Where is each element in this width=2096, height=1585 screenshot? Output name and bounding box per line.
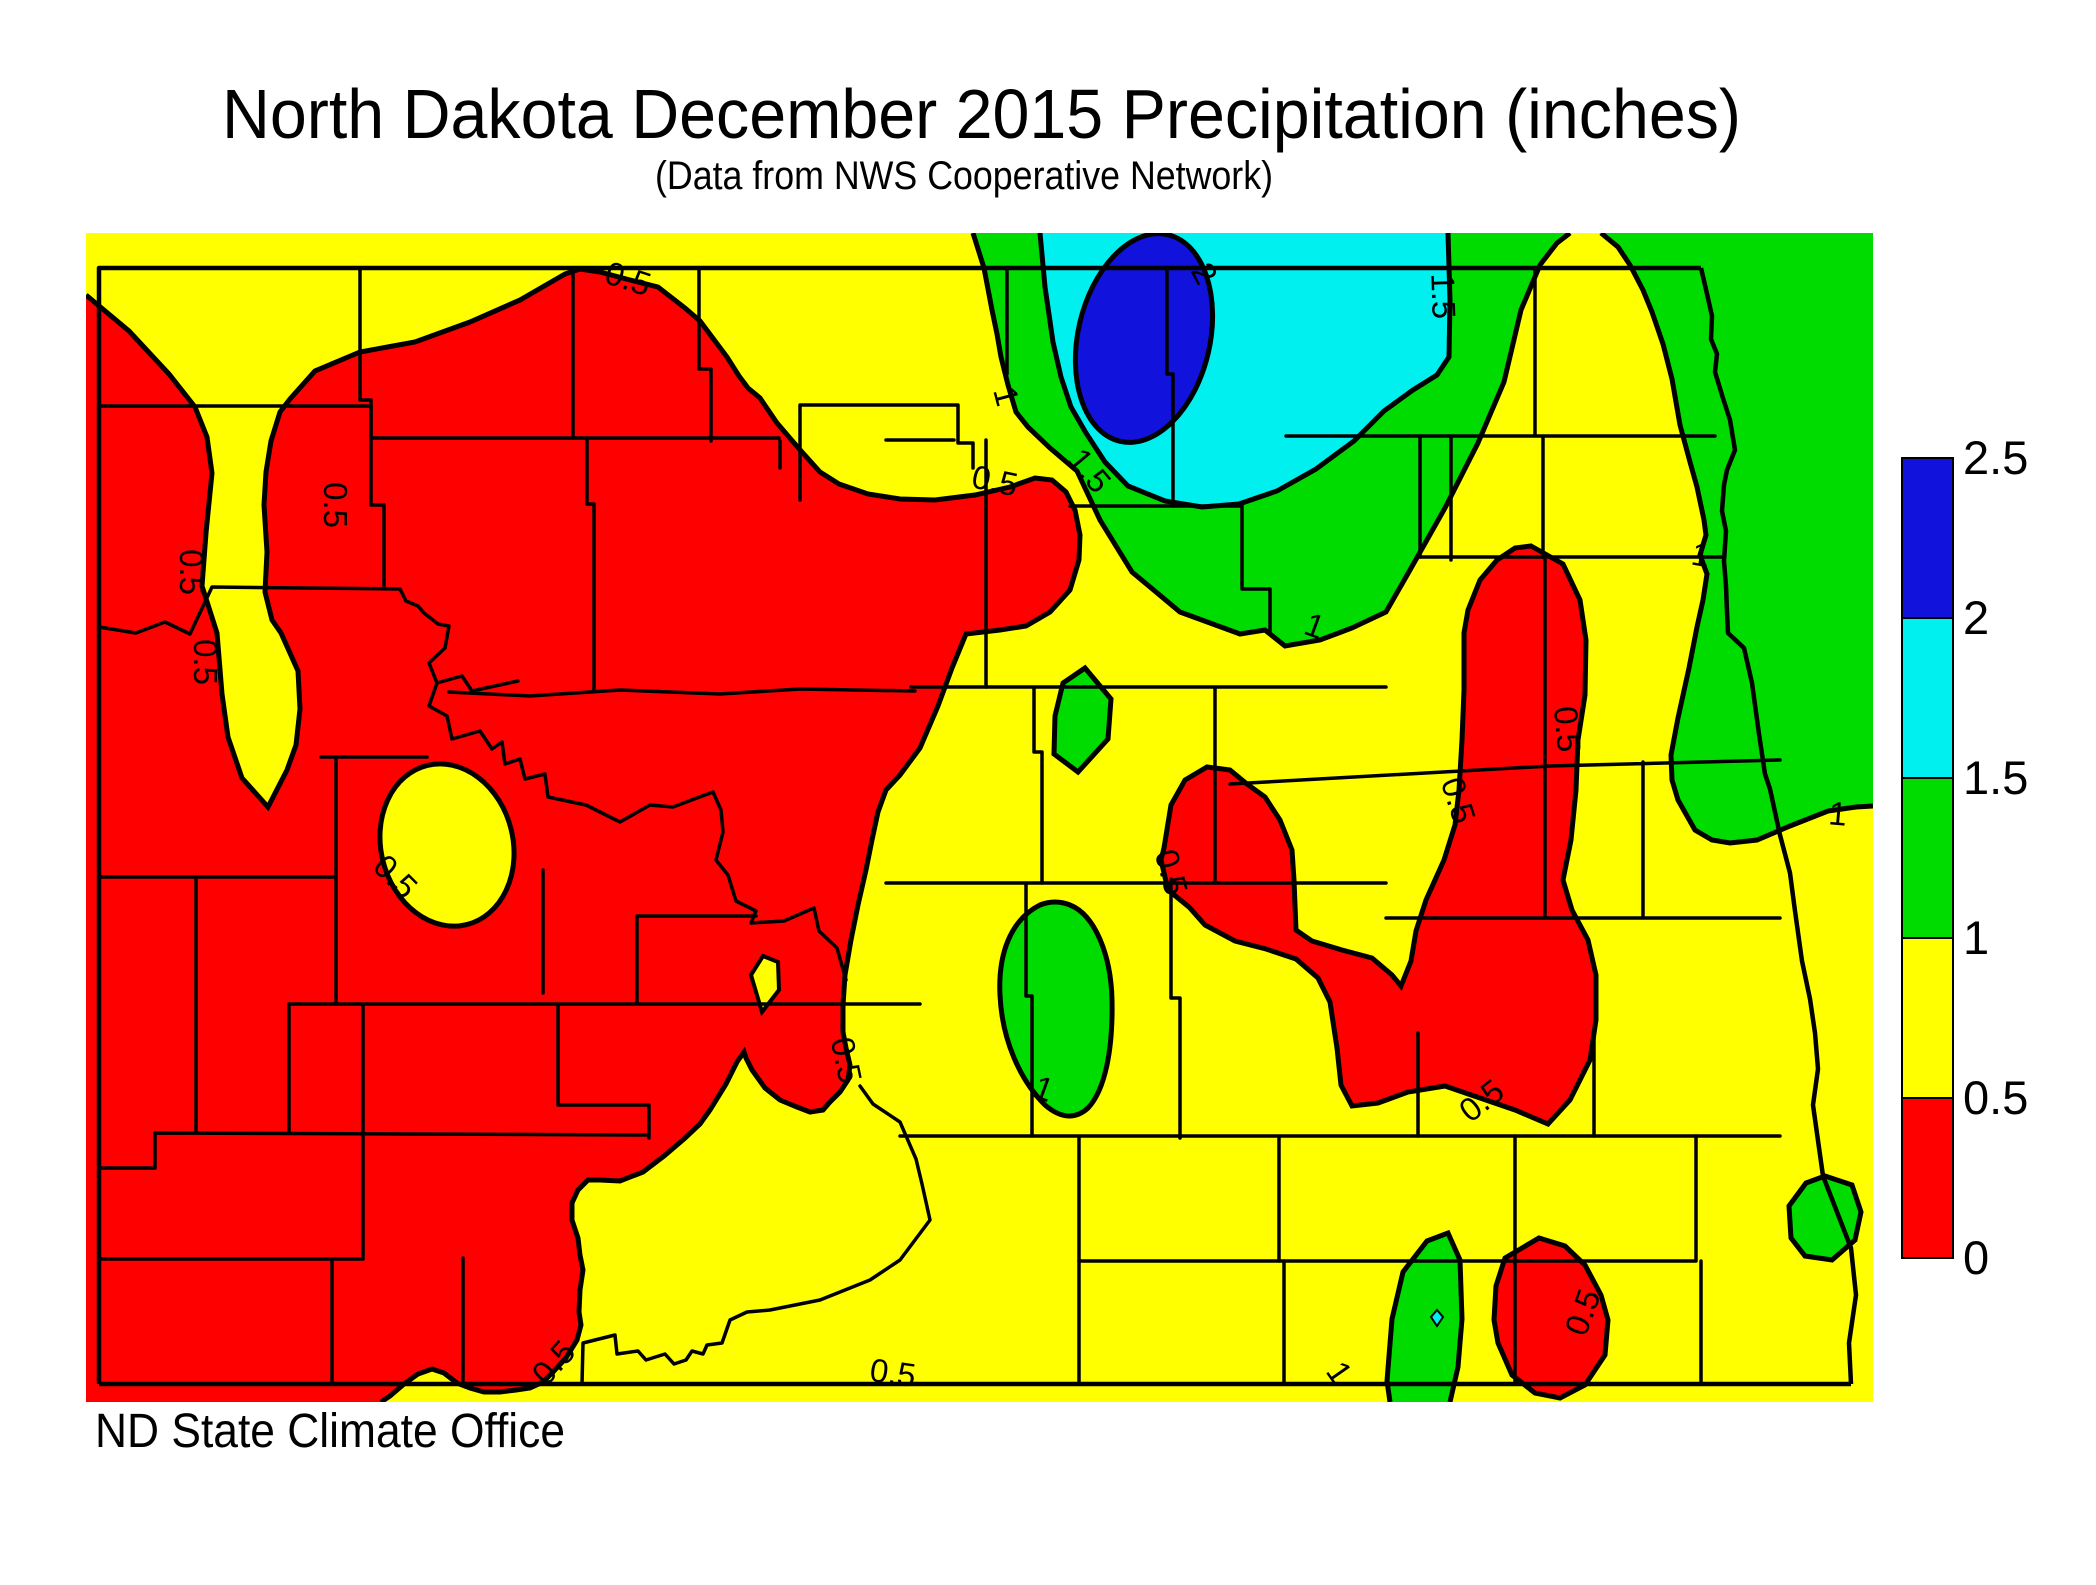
svg-text:1.5: 1.5: [1424, 272, 1463, 319]
svg-text:0.5: 0.5: [868, 1351, 919, 1394]
svg-text:1.5: 1.5: [1963, 751, 2028, 804]
svg-text:(Data from NWS Cooperative Net: (Data from NWS Cooperative Network): [655, 154, 1273, 198]
svg-text:1: 1: [1963, 911, 1989, 964]
svg-text:0.5: 0.5: [1547, 705, 1588, 754]
svg-text:2: 2: [1963, 591, 1989, 644]
svg-text:1: 1: [1827, 794, 1849, 832]
svg-text:2.5: 2.5: [1963, 431, 2028, 484]
svg-text:0.5: 0.5: [1963, 1071, 2028, 1124]
svg-text:ND State Climate Office: ND State Climate Office: [95, 1405, 565, 1458]
svg-text:0: 0: [1963, 1231, 1989, 1284]
svg-text:North Dakota December 2015 Pre: North Dakota December 2015 Precipitation…: [222, 75, 1741, 153]
svg-text:0.5: 0.5: [317, 482, 354, 528]
svg-text:0.5: 0.5: [173, 549, 210, 595]
svg-text:0.5: 0.5: [187, 639, 224, 685]
